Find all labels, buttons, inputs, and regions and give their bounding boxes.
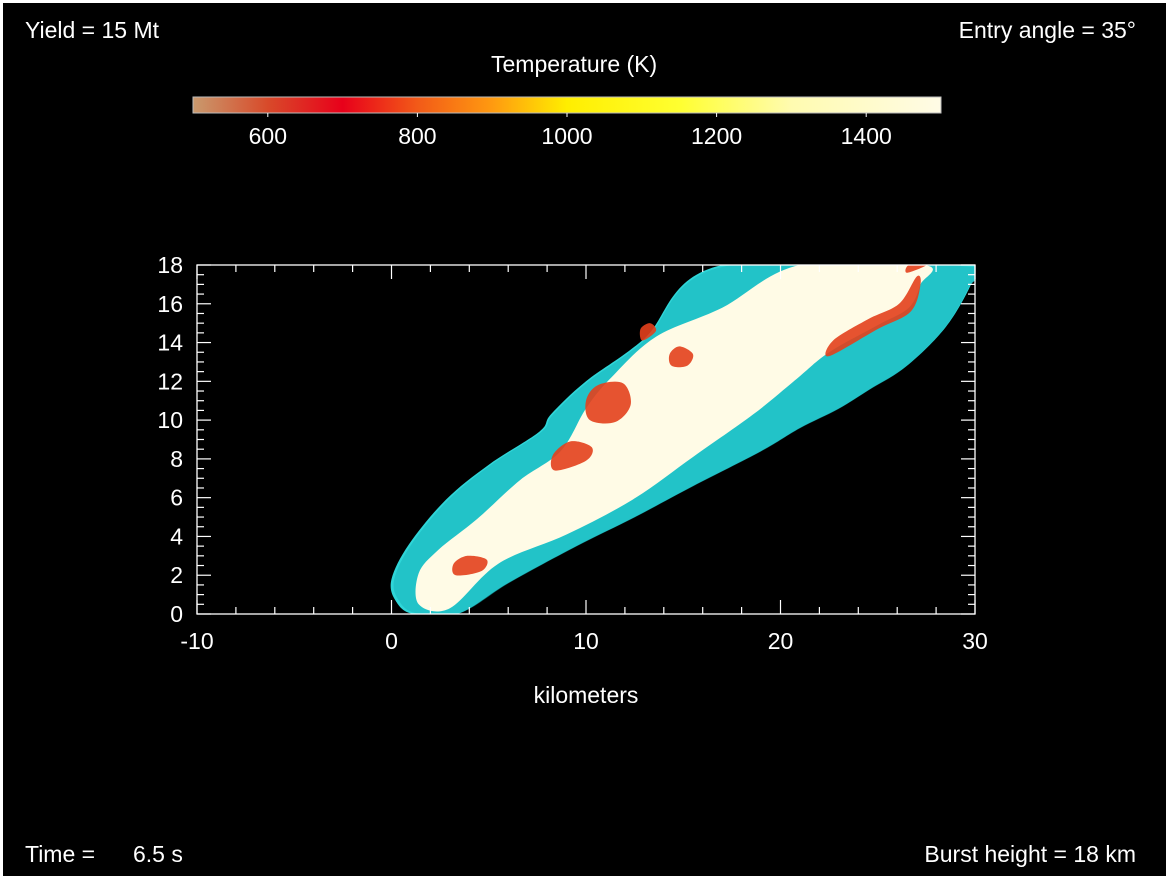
temperature-field <box>390 265 975 614</box>
warm-patch <box>452 555 488 576</box>
y-tick-label: 16 <box>157 291 183 317</box>
warm-patches <box>452 265 927 576</box>
colorbar-ticks: 600 800 1000 1200 1400 <box>249 113 892 149</box>
y-tick-label: 18 <box>157 252 183 278</box>
x-tick-label: 20 <box>768 628 794 654</box>
y-tick-label: 2 <box>170 562 183 588</box>
burst-height-label: Burst height = 18 km <box>924 841 1136 867</box>
y-tick-label: 10 <box>157 407 183 433</box>
colorbar-tick-label: 800 <box>398 123 436 149</box>
y-ticks: 0 2 4 6 8 10 12 14 16 18 <box>157 252 975 627</box>
warm-patch <box>905 265 927 273</box>
colorbar-tick-label: 1000 <box>541 123 592 149</box>
y-tick-label: 14 <box>157 330 183 356</box>
y-tick-label: 8 <box>170 446 183 472</box>
warm-patch <box>550 441 593 471</box>
time-value: 6.5 s <box>133 841 183 867</box>
y-tick-label: 12 <box>157 368 183 394</box>
plot-canvas: 600 800 1000 1200 1400 -10 0 10 20 30 0246810121… <box>157 96 988 708</box>
y-tick-label: 6 <box>170 485 183 511</box>
entry-angle-label: Entry angle = 35° <box>958 17 1136 43</box>
colorbar-tick-label: 600 <box>249 123 287 149</box>
x-tick-label: -10 <box>180 628 213 654</box>
x-tick-label: 0 <box>385 628 398 654</box>
x-tick-label: 30 <box>962 628 988 654</box>
figure-frame: Yield = 15 Mt Entry angle = 35° Temperat… <box>3 3 1166 876</box>
hot-core <box>415 265 933 612</box>
warm-patch <box>825 275 921 357</box>
colorbar-strip <box>192 96 942 114</box>
warm-patch <box>585 381 631 424</box>
warm-patch <box>668 346 694 368</box>
y-tick-label: 4 <box>170 523 183 549</box>
colorbar-tick-label: 1200 <box>691 123 742 149</box>
warm-patch <box>639 323 657 341</box>
x-tick-label: 10 <box>573 628 599 654</box>
x-ticks: -10 0 10 20 30 <box>180 265 988 654</box>
colorbar-tick-label: 1400 <box>841 123 892 149</box>
yield-label: Yield = 15 Mt <box>25 17 160 43</box>
y-tick-label: 0 <box>170 601 183 627</box>
time-label: Time = <box>25 841 96 867</box>
colorbar-title: Temperature (K) <box>491 51 658 77</box>
x-axis-label: kilometers <box>534 682 639 708</box>
colorbar: 600 800 1000 1200 1400 <box>192 96 942 149</box>
